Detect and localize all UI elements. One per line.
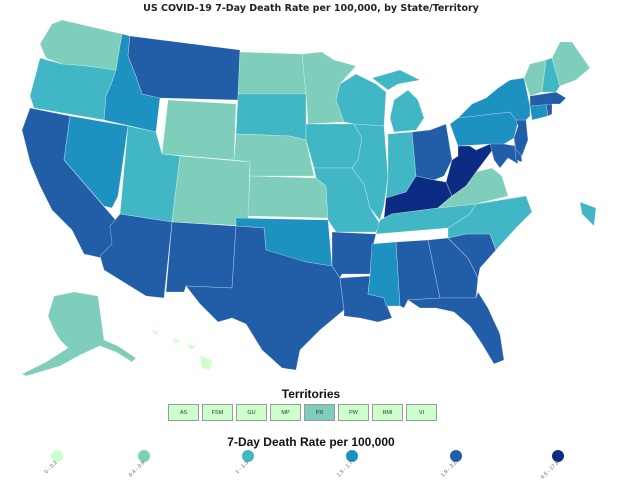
- state-MO[interactable]: [313, 167, 381, 233]
- legend-label: 0 - 0.2: [43, 460, 60, 476]
- legend-title: 7-Day Death Rate per 100,000: [227, 435, 395, 449]
- legend-item: 1.5 - 1.7: [336, 450, 360, 479]
- state-MI[interactable]: [371, 69, 425, 133]
- state-ME[interactable]: [551, 41, 591, 87]
- state-MS[interactable]: [367, 241, 401, 307]
- territory-pr-button[interactable]: PR: [304, 404, 335, 421]
- territory-fsm-button[interactable]: FSM: [202, 404, 233, 421]
- legend-item: 0.4 - 0.9: [128, 450, 152, 479]
- legend-swatch: [450, 450, 462, 462]
- legend-label: 0.4 - 0.9: [127, 460, 147, 479]
- territories-bar: AS FSM GU MP PR PW RMI VI: [168, 404, 437, 421]
- state-DC[interactable]: [579, 201, 597, 227]
- legend-swatch: [242, 450, 254, 462]
- territory-as-button[interactable]: AS: [168, 404, 199, 421]
- legend-swatch: [51, 450, 63, 462]
- legend-item: 1.9 - 3.2: [440, 450, 464, 479]
- territory-pw-button[interactable]: PW: [338, 404, 369, 421]
- state-TX[interactable]: [185, 225, 345, 371]
- state-AR[interactable]: [331, 231, 377, 279]
- state-CT[interactable]: [529, 103, 549, 121]
- legend-swatch: [552, 450, 564, 462]
- state-MD[interactable]: [489, 143, 519, 169]
- territory-mp-button[interactable]: MP: [270, 404, 301, 421]
- chart-title: US COVID-19 7-Day Death Rate per 100,000…: [143, 3, 479, 14]
- legend-label: 4.5 - 17.8: [539, 460, 561, 481]
- state-CO[interactable]: [171, 155, 251, 227]
- legend-swatch: [138, 450, 150, 462]
- us-map: [21, 19, 597, 377]
- legend-item: 4.5 - 17.8: [540, 450, 566, 481]
- state-MT[interactable]: [127, 35, 241, 101]
- state-ID[interactable]: [103, 33, 161, 133]
- state-WV[interactable]: [445, 143, 495, 197]
- state-WY[interactable]: [161, 99, 237, 161]
- state-AZ[interactable]: [99, 213, 173, 299]
- territories-title: Territories: [281, 387, 341, 401]
- state-NY[interactable]: [457, 77, 531, 121]
- territory-vi-button[interactable]: VI: [406, 404, 437, 421]
- state-NJ[interactable]: [513, 119, 529, 157]
- state-KS[interactable]: [247, 175, 329, 219]
- territory-gu-button[interactable]: GU: [236, 404, 267, 421]
- legend-item: 1 - 1.3: [235, 450, 256, 475]
- legend-label: 1 - 1.3: [234, 460, 251, 476]
- state-OH[interactable]: [411, 123, 453, 181]
- state-VT[interactable]: [523, 59, 547, 97]
- state-NC[interactable]: [447, 195, 533, 251]
- legend-item: 0 - 0.2: [44, 450, 65, 475]
- territory-rmi-button[interactable]: RMI: [372, 404, 403, 421]
- state-NM[interactable]: [165, 221, 237, 293]
- state-IA[interactable]: [305, 123, 363, 169]
- state-FL[interactable]: [407, 291, 505, 365]
- state-ND[interactable]: [237, 51, 307, 95]
- state-IL[interactable]: [351, 123, 389, 221]
- legend-label: 1.5 - 1.7: [335, 460, 355, 479]
- state-AK[interactable]: [21, 291, 137, 377]
- state-SD[interactable]: [235, 93, 307, 141]
- legend-swatch: [346, 450, 358, 462]
- state-NE[interactable]: [233, 133, 315, 177]
- state-VA[interactable]: [437, 167, 509, 209]
- state-NH[interactable]: [541, 57, 561, 93]
- legend-label: 1.9 - 3.2: [439, 460, 459, 479]
- state-HI[interactable]: [151, 329, 213, 371]
